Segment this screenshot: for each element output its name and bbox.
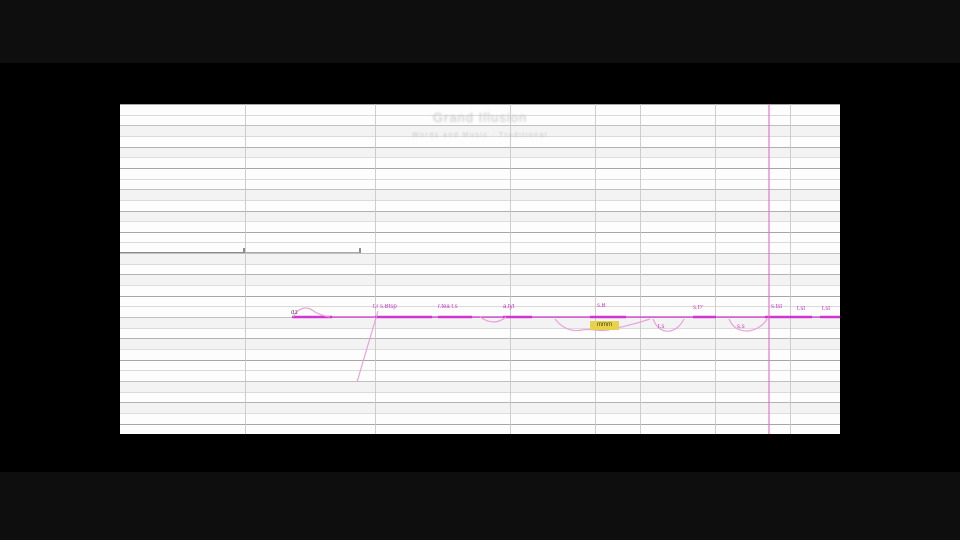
grid-row-shaded [120, 381, 840, 392]
phrase-marker-line [120, 252, 245, 253]
sung-pitch-trace [554, 318, 651, 332]
semitone-gridline [120, 253, 840, 254]
semitone-gridline [120, 168, 840, 169]
grid-row-shaded [120, 274, 840, 285]
playback-cursor[interactable] [768, 104, 770, 434]
grid-row-shaded [120, 253, 840, 264]
grid-row-shaded [120, 402, 840, 413]
grid-row-shaded [120, 189, 840, 200]
semitone-gridline [120, 115, 840, 116]
measure-barline [595, 104, 596, 434]
pitch-trace [292, 307, 840, 383]
semitone-gridline [120, 328, 840, 329]
syllable-label: d1 [291, 310, 298, 316]
sung-pitch-trace [652, 318, 685, 332]
measure-barline [245, 104, 246, 434]
semitone-gridline [120, 274, 840, 275]
syllable-label: t.st [797, 306, 806, 312]
syllable-label: r.tea t.s [438, 304, 458, 310]
measure-barline [715, 104, 716, 434]
measure-barline [375, 104, 376, 434]
letterbox-bottom [0, 472, 960, 540]
syllable-label: t.st [822, 306, 831, 312]
sung-pitch-trace [292, 307, 331, 318]
semitone-gridline [120, 285, 840, 286]
sung-pitch-trace [479, 316, 507, 323]
semitone-gridline [120, 306, 840, 307]
semitone-gridline [120, 147, 840, 148]
phrase-marker-tick [359, 248, 361, 253]
measure-barline [640, 104, 641, 434]
semitone-gridline [120, 296, 840, 297]
semitone-gridline [120, 211, 840, 212]
grid-row-shaded [120, 147, 840, 158]
semitone-gridline [120, 125, 840, 126]
syllable-label: s.s [737, 324, 745, 330]
phrase-marker-line [243, 252, 361, 253]
semitone-gridline [120, 360, 840, 361]
grid-row-shaded [120, 317, 840, 328]
semitone-gridline [120, 370, 840, 371]
grid-row-shaded [120, 338, 840, 349]
semitone-gridline [120, 179, 840, 180]
letterbox-top [0, 0, 960, 63]
syllable-label: a.tyt [503, 304, 515, 310]
semitone-gridline [120, 264, 840, 265]
sung-pitch-glissando [356, 310, 379, 383]
semitone-gridline [120, 349, 840, 350]
semitone-gridline [120, 221, 840, 222]
semitone-gridline [120, 200, 840, 201]
semitone-gridline [120, 157, 840, 158]
semitone-gridline [120, 381, 840, 382]
semitone-gridline [120, 338, 840, 339]
semitone-gridline [120, 413, 840, 414]
semitone-gridline [120, 402, 840, 403]
semitone-gridline [120, 232, 840, 233]
semitone-gridline [120, 189, 840, 190]
pitch-chart-panel: Grand Illusion Words and Music · Traditi… [120, 104, 840, 434]
semitone-gridline [120, 242, 840, 243]
semitone-gridline [120, 424, 840, 425]
semitone-gridline [120, 136, 840, 137]
phrase-marker-tick [243, 248, 245, 253]
syllable-label: s.tst [771, 304, 783, 310]
grid-row-shaded [120, 125, 840, 136]
sung-pitch-trace [728, 318, 768, 332]
measure-barline [790, 104, 791, 434]
semitone-gridline [120, 104, 840, 105]
syllable-label: t.r s.Btsp [373, 304, 397, 310]
syllable-label: s.t? [693, 305, 703, 311]
active-syllable-highlight: mmm [590, 321, 619, 330]
syllable-label: s.B [597, 303, 606, 309]
semitone-gridline [120, 392, 840, 393]
grid-row-shaded [120, 211, 840, 222]
syllable-label: t.s [658, 324, 665, 330]
measure-barline [510, 104, 511, 434]
